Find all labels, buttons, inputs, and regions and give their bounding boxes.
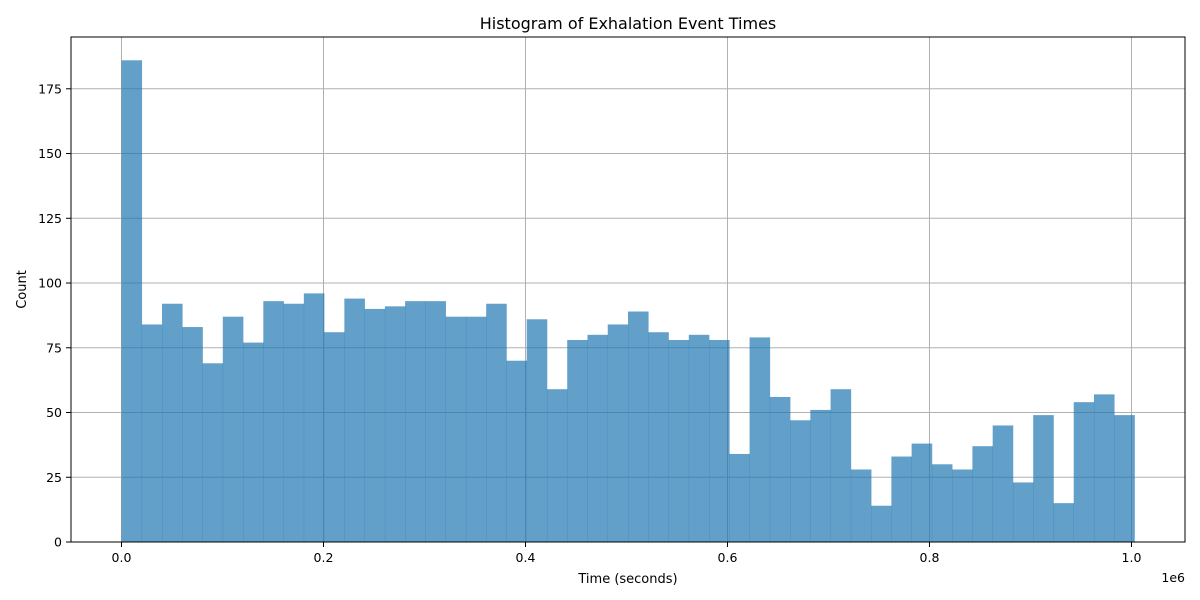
histogram-bar — [465, 316, 487, 542]
y-tick-label: 100 — [38, 276, 62, 291]
histogram-bar — [202, 363, 224, 542]
histogram-bar — [587, 334, 609, 542]
histogram-bar — [1114, 415, 1135, 542]
histogram-bar — [283, 303, 305, 542]
histogram-bar — [729, 453, 750, 542]
histogram-bar — [364, 308, 386, 542]
histogram-bar — [1073, 402, 1095, 542]
y-tick-label: 75 — [46, 340, 62, 355]
histogram-bar — [303, 293, 325, 542]
histogram-bar — [607, 324, 629, 542]
histogram-bar — [182, 327, 203, 542]
y-tick-label: 150 — [38, 146, 62, 161]
histogram-bar — [425, 301, 446, 542]
plot-frame — [70, 36, 1186, 543]
histogram-bar — [790, 420, 811, 542]
histogram-bar — [567, 340, 588, 542]
histogram-bar — [486, 303, 507, 542]
histogram-bar — [992, 425, 1014, 542]
axis-ticks: 0.0 0.2 0.4 0.6 0.8 1.0 0 25 50 75 100 125 150 175 — [38, 81, 1141, 565]
y-tick-label: 0 — [54, 535, 62, 550]
y-tick-label: 125 — [38, 211, 62, 226]
x-axis-scale-note: 1e6 — [1161, 570, 1185, 585]
histogram-bar — [668, 340, 690, 542]
histogram-bar — [830, 389, 852, 542]
histogram-bar — [810, 409, 831, 542]
histogram-bar — [141, 324, 163, 542]
histogram-bar — [1012, 482, 1034, 542]
histogram-bar — [506, 360, 527, 542]
histogram-bar — [162, 303, 183, 542]
x-tick-label: 0.0 — [112, 550, 132, 565]
histogram-bar — [243, 342, 264, 542]
histogram-bar — [972, 446, 993, 542]
histogram-bar — [688, 334, 710, 542]
histogram-bar — [931, 464, 953, 542]
histogram-bar — [749, 337, 771, 542]
histogram-bar — [952, 469, 973, 542]
histogram-bar — [769, 396, 791, 542]
histogram-bar — [526, 319, 548, 542]
x-tick-label: 1.0 — [1122, 550, 1142, 565]
chart-title: Histogram of Exhalation Event Times — [480, 14, 777, 33]
histogram-bar — [709, 340, 730, 542]
histogram-bar — [628, 311, 649, 542]
x-tick-label: 0.6 — [718, 550, 738, 565]
x-tick-label: 0.8 — [920, 550, 940, 565]
histogram-bar — [263, 301, 284, 542]
histogram-bar — [891, 456, 912, 542]
histogram-bar — [344, 298, 365, 542]
x-axis-label: Time (seconds) — [577, 572, 677, 587]
histogram-bar — [405, 301, 426, 542]
histogram-bar — [911, 443, 933, 542]
histogram-bar — [445, 316, 467, 542]
x-tick-label: 0.2 — [314, 550, 334, 565]
x-tick-label: 0.4 — [516, 550, 536, 565]
y-tick-label: 25 — [46, 470, 62, 485]
y-tick-label: 175 — [38, 81, 62, 96]
histogram-bar — [384, 306, 406, 542]
histogram-bar — [1093, 394, 1115, 542]
histogram-bar — [1053, 503, 1075, 542]
y-axis-label: Count — [15, 270, 30, 309]
histogram-bar — [121, 60, 143, 543]
histogram-bars — [121, 60, 1135, 543]
y-tick-label: 50 — [46, 405, 62, 420]
histogram-bar — [546, 389, 568, 542]
histogram-bar — [648, 332, 669, 542]
histogram-bar — [850, 469, 872, 542]
histogram-bar — [222, 316, 244, 542]
histogram-bar — [324, 332, 345, 542]
histogram-bar — [1033, 415, 1054, 542]
histogram-bar — [871, 505, 892, 542]
